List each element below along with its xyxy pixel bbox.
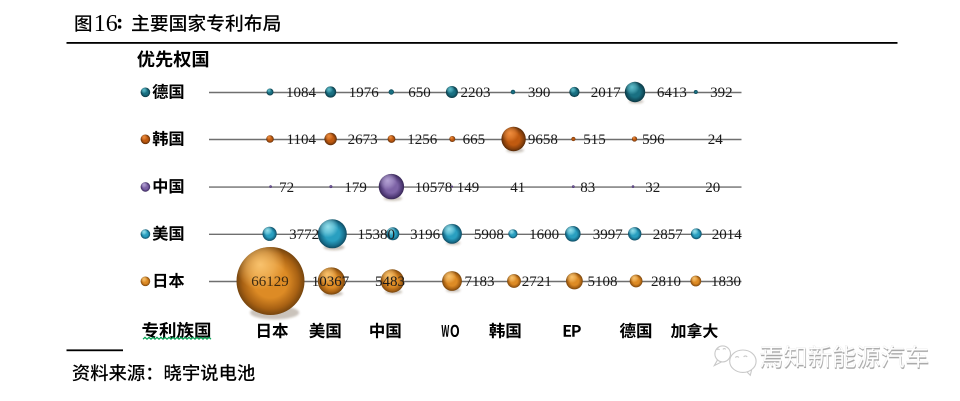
svg-text:650: 650 (408, 85, 431, 101)
svg-text:2014: 2014 (712, 227, 743, 243)
svg-text:665: 665 (463, 132, 486, 148)
svg-text:16: 16 (94, 11, 118, 37)
svg-text:2673: 2673 (348, 132, 378, 148)
svg-text:66129: 66129 (251, 274, 289, 290)
svg-text:15380: 15380 (358, 227, 396, 243)
svg-text:1104: 1104 (287, 132, 317, 148)
svg-text:1600: 1600 (529, 227, 559, 243)
svg-text:41: 41 (510, 180, 525, 196)
svg-text:2857: 2857 (653, 227, 684, 243)
svg-text:5108: 5108 (588, 274, 618, 290)
svg-text:7183: 7183 (465, 274, 495, 290)
svg-text:1256: 1256 (407, 132, 438, 148)
svg-text:32: 32 (645, 180, 660, 196)
svg-text:3196: 3196 (410, 227, 441, 243)
svg-text:9658: 9658 (528, 132, 558, 148)
svg-text:5908: 5908 (474, 227, 504, 243)
svg-text:2721: 2721 (522, 274, 552, 290)
svg-text:72: 72 (279, 180, 294, 196)
svg-text:392: 392 (710, 85, 733, 101)
svg-text:596: 596 (642, 132, 665, 148)
svg-text:10578: 10578 (415, 180, 453, 196)
svg-text:2203: 2203 (461, 85, 491, 101)
svg-text:3997: 3997 (593, 227, 624, 243)
svg-text:6413: 6413 (657, 85, 687, 101)
svg-text:2810: 2810 (651, 274, 681, 290)
svg-text:515: 515 (583, 132, 606, 148)
svg-text:149: 149 (457, 180, 480, 196)
svg-text:1830: 1830 (711, 274, 741, 290)
svg-text:3772: 3772 (289, 227, 319, 243)
svg-text:1976: 1976 (349, 85, 380, 101)
svg-text:5483: 5483 (375, 274, 405, 290)
svg-text:179: 179 (344, 180, 367, 196)
svg-text:83: 83 (580, 180, 595, 196)
svg-text:1084: 1084 (286, 85, 317, 101)
svg-text:10367: 10367 (312, 274, 350, 290)
svg-text:20: 20 (705, 180, 720, 196)
svg-text:2017: 2017 (591, 85, 622, 101)
svg-text:24: 24 (708, 132, 724, 148)
svg-text:390: 390 (528, 85, 551, 101)
